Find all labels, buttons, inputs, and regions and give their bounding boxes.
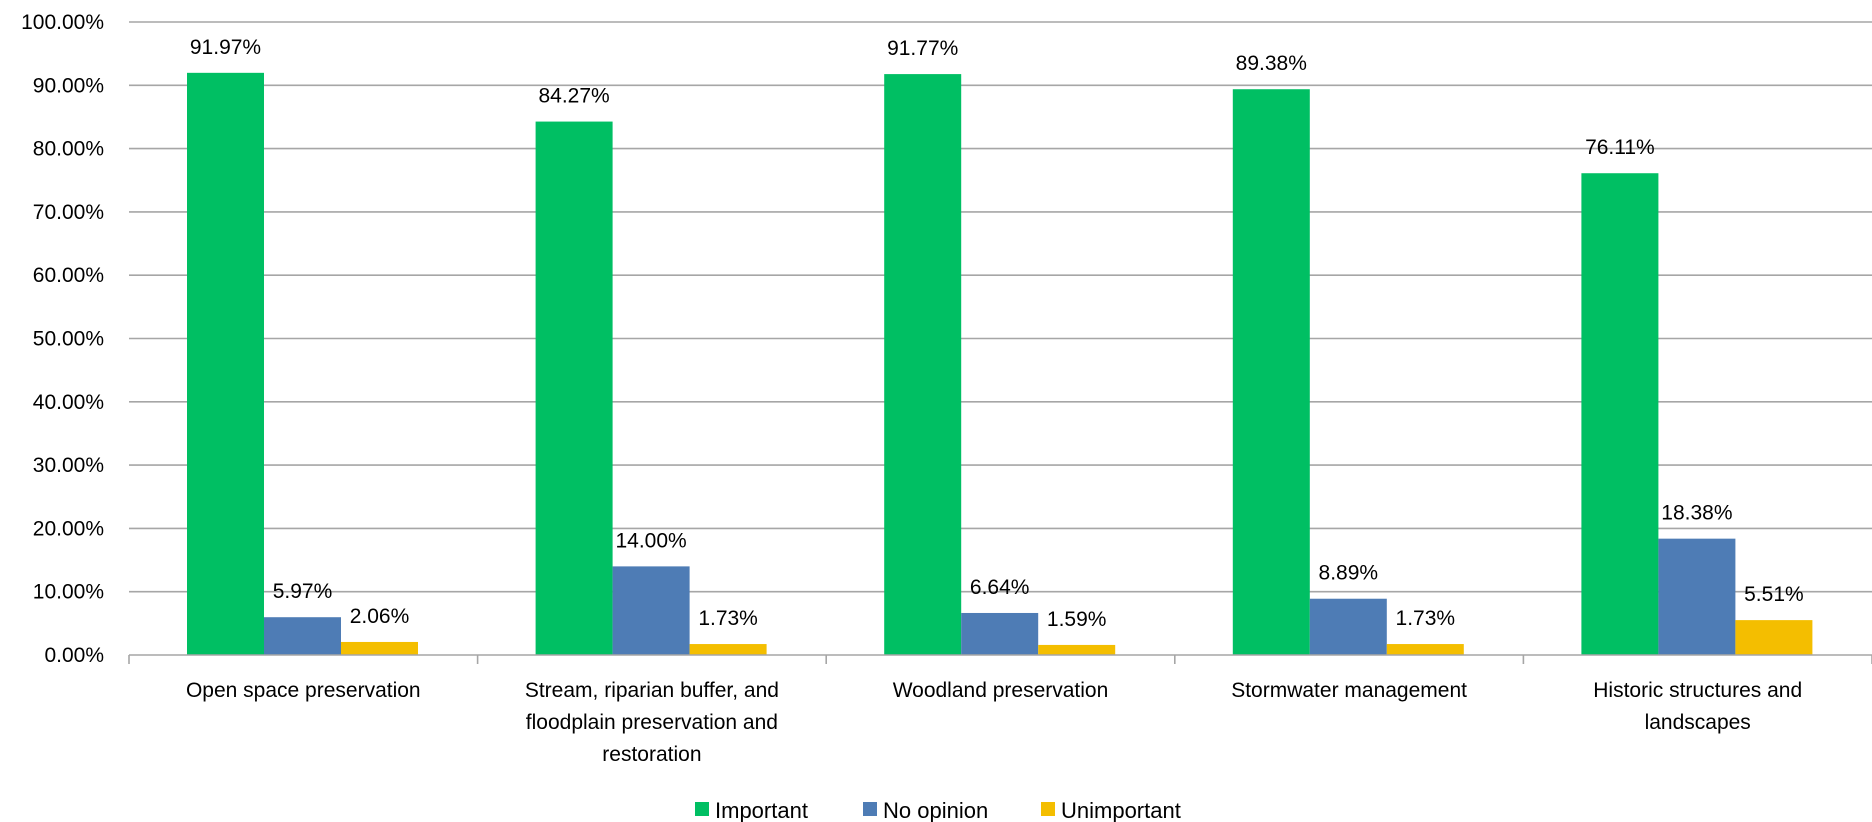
x-category-label: Woodland preservation [893, 679, 1109, 702]
bar-unimportant [1038, 644, 1116, 655]
data-label: 6.64% [970, 576, 1030, 599]
data-label: 91.77% [887, 37, 958, 60]
legend: Important No opinion Unimportant [695, 798, 1181, 822]
y-tick-label: 20.00% [33, 517, 104, 540]
legend-swatch [695, 802, 709, 816]
y-tick-label: 0.00% [44, 644, 104, 667]
bar-important [1581, 173, 1659, 655]
y-tick-label: 50.00% [33, 328, 104, 351]
y-tick-label: 80.00% [33, 138, 104, 161]
x-axis [128, 654, 1872, 664]
legend-swatch [1041, 802, 1055, 816]
y-tick-label: 70.00% [33, 201, 104, 224]
legend-swatch [863, 802, 877, 816]
y-tick-label: 10.00% [33, 581, 104, 604]
bar-unimportant [1735, 620, 1813, 655]
data-label: 76.11% [1585, 136, 1655, 159]
data-label: 91.97% [190, 36, 261, 59]
bar-no-opinion [264, 617, 341, 655]
data-label: 1.73% [1396, 607, 1456, 630]
bar-unimportant [689, 644, 767, 655]
data-label: 14.00% [615, 529, 686, 552]
data-label: 1.73% [698, 607, 758, 630]
x-category-label: Historic structures and landscapes [1593, 679, 1802, 734]
bar-no-opinion [961, 612, 1039, 655]
bars [187, 72, 1813, 656]
x-category-label: Stormwater management [1231, 679, 1467, 702]
legend-label: Unimportant [1061, 798, 1181, 822]
bar-no-opinion [1658, 538, 1736, 655]
legend-label: No opinion [883, 798, 988, 822]
bar-no-opinion [612, 566, 690, 655]
y-tick-label: 60.00% [33, 264, 104, 287]
y-tick-label: 100.00% [21, 11, 104, 34]
data-label: 18.38% [1661, 502, 1732, 525]
data-label: 1.59% [1047, 608, 1107, 631]
data-label: 84.27% [538, 85, 609, 108]
legend-label: Important [715, 798, 808, 822]
bar-unimportant [341, 641, 418, 655]
bar-no-opinion [1309, 598, 1387, 655]
x-category-label: Stream, riparian buffer, and floodplain p… [525, 679, 779, 766]
data-label: 89.38% [1236, 52, 1307, 75]
data-label: 2.06% [350, 605, 410, 628]
x-axis-category-labels: Open space preservation Stream, riparian … [186, 679, 1802, 766]
gridlines [129, 21, 1872, 593]
data-label: 5.51% [1744, 583, 1804, 606]
y-axis-tick-labels: 0.00% 10.00% 20.00% 30.00% 40.00% 50.00% 60.00… [21, 11, 104, 667]
y-tick-label: 90.00% [33, 74, 104, 97]
x-category-label: Open space preservation [186, 679, 421, 702]
y-tick-label: 30.00% [33, 454, 104, 477]
y-tick-label: 40.00% [33, 391, 104, 414]
bar-important [187, 72, 264, 656]
data-label: 5.97% [273, 580, 333, 603]
data-labels: 91.97% 84.27% 91.77% 89.38% 76.11% 5.97% 14.00… [190, 36, 1804, 631]
bar-important [1232, 89, 1310, 655]
bar-important [884, 74, 962, 656]
bar-important [535, 121, 613, 655]
data-label: 8.89% [1319, 562, 1379, 585]
bar-unimportant [1386, 644, 1464, 655]
